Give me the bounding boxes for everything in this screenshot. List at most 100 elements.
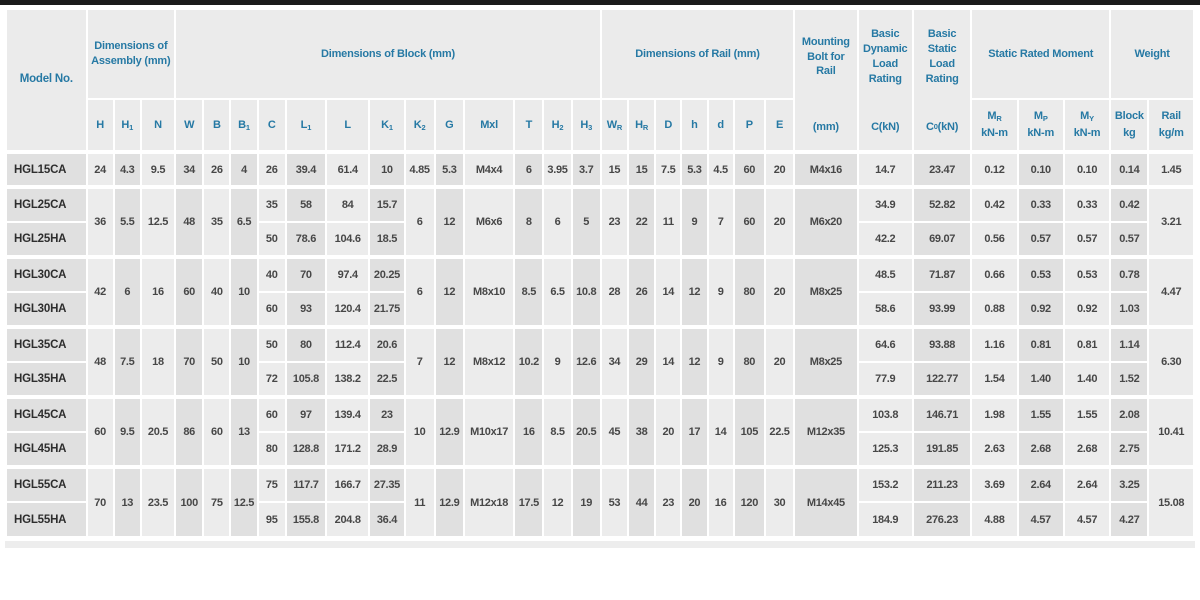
column-header-moment: MR kN-m: [970, 98, 1019, 153]
column-header-dimension: E: [763, 98, 796, 153]
spec-sheet-page: Model No. Dimensions of Assembly (mm) Dime…: [0, 5, 1200, 548]
data-cell: 0.14: [1109, 150, 1150, 188]
data-cell: 80: [256, 431, 287, 468]
data-cell: 28.9: [368, 431, 406, 468]
table-row: HGL30HA 60 93 120.4 21.75 58.6 93.99 0.88 0.92 0.…: [5, 291, 1194, 328]
data-cell: 97.4: [325, 255, 371, 293]
data-cell: 2.64: [1062, 465, 1112, 503]
data-cell: 0.33: [1062, 185, 1112, 223]
data-cell: M10x17: [462, 395, 516, 468]
data-cell: 23.5: [139, 465, 177, 538]
data-cell: 80: [732, 325, 766, 398]
data-cell: 103.8: [856, 395, 914, 433]
data-cell: 1.52: [1109, 361, 1150, 398]
data-cell: 0.10: [1062, 150, 1112, 188]
data-cell: 24: [85, 150, 115, 188]
data-cell: 0.33: [1016, 185, 1065, 223]
column-group-header: Dimensions of Block (mm): [174, 7, 602, 101]
data-cell: 4.3: [112, 150, 142, 188]
data-cell: 0.12: [970, 150, 1019, 188]
data-cell: 10: [229, 255, 259, 328]
data-cell: 35: [202, 185, 232, 258]
data-cell: 20.5: [139, 395, 177, 468]
data-cell: 0.81: [1062, 325, 1112, 363]
data-cell: 6: [542, 185, 573, 258]
data-cell: M6x6: [462, 185, 516, 258]
column-header-dimension: H3: [570, 98, 602, 153]
data-cell: 75: [202, 465, 232, 538]
data-cell: 36.4: [368, 501, 406, 538]
data-cell: 52.82: [911, 185, 973, 223]
column-header-weight: Rail kg/m: [1147, 98, 1195, 153]
data-cell: 125.3: [856, 431, 914, 468]
model-cell: HGL45CA: [5, 395, 88, 433]
data-cell: 1.40: [1016, 361, 1065, 398]
rail-weight-cell: 15.08: [1147, 465, 1195, 538]
data-cell: 14: [706, 395, 735, 468]
bolt-cell: M8x25: [793, 325, 859, 398]
table-row: HGL45HA 80 128.8 171.2 28.9 125.3 191.85 2.63 2.…: [5, 431, 1194, 468]
data-cell: 60: [202, 395, 232, 468]
data-cell: 20.5: [570, 395, 602, 468]
data-cell: 20: [654, 395, 683, 468]
data-cell: 7.5: [654, 150, 683, 188]
data-cell: 4.88: [970, 501, 1019, 538]
data-cell: M8x10: [462, 255, 516, 328]
data-cell: 93.88: [911, 325, 973, 363]
data-cell: 6: [513, 150, 545, 188]
data-cell: 1.55: [1062, 395, 1112, 433]
data-cell: 36: [85, 185, 115, 258]
column-header-dimension: D: [654, 98, 683, 153]
data-cell: 16: [139, 255, 177, 328]
column-header-dimension: B: [202, 98, 232, 153]
data-cell: 7: [706, 185, 735, 258]
data-cell: 104.6: [325, 221, 371, 258]
data-cell: 1.16: [970, 325, 1019, 363]
data-cell: 14: [654, 255, 683, 328]
data-cell: 42.2: [856, 221, 914, 258]
data-cell: 22: [626, 185, 657, 258]
table-row: HGL55HA 95 155.8 204.8 36.4 184.9 276.23 4.88 4.…: [5, 501, 1194, 538]
data-cell: 14.7: [856, 150, 914, 188]
data-cell: 0.92: [1062, 291, 1112, 328]
data-cell: 20: [763, 325, 796, 398]
data-cell: 184.9: [856, 501, 914, 538]
data-cell: 10: [368, 150, 406, 188]
data-cell: 8.5: [542, 395, 573, 468]
data-cell: 45: [599, 395, 630, 468]
table-row: HGL35CA 48 7.5 18 70 50 10 50 80 112.4 20.6 7 12 M8x1…: [5, 325, 1195, 398]
column-header-dimension: H2: [542, 98, 573, 153]
data-cell: 117.7: [284, 465, 328, 503]
data-cell: 12: [433, 185, 465, 258]
column-header-stacked: Basic Static Load Rating C 0 (kN): [911, 8, 973, 153]
column-header-dimension: K2: [403, 98, 436, 153]
data-cell: 0.57: [1062, 221, 1112, 258]
column-header-dimension: B1: [229, 98, 259, 153]
data-cell: 38: [626, 395, 657, 468]
column-header-dimension: H: [85, 98, 115, 153]
data-cell: 84: [325, 185, 371, 223]
data-cell: 60: [174, 255, 205, 328]
data-cell: 2.68: [1062, 431, 1112, 468]
model-cell: HGL15CA: [5, 150, 88, 188]
data-cell: 6.5: [229, 185, 259, 258]
data-cell: 4.27: [1109, 501, 1150, 538]
data-cell: 6: [403, 185, 436, 258]
data-cell: 80: [732, 255, 766, 328]
data-cell: 61.4: [325, 150, 371, 188]
data-cell: 75: [256, 465, 287, 503]
data-cell: 8: [513, 185, 545, 258]
table-row: HGL25CA 36 5.5 12.5 48 35 6.5 35 58 84 15.7 6 12 M6x6…: [5, 185, 1195, 258]
data-cell: 17: [680, 395, 709, 468]
data-cell: 0.42: [1109, 185, 1150, 223]
data-cell: 155.8: [284, 501, 328, 538]
data-cell: 64.6: [856, 325, 914, 363]
data-cell: 10.8: [570, 255, 602, 328]
data-cell: 60: [256, 291, 287, 328]
rail-weight-cell: 1.45: [1147, 150, 1195, 188]
data-cell: 6: [403, 255, 436, 328]
data-cell: 204.8: [325, 501, 371, 538]
data-cell: 58.6: [856, 291, 914, 328]
data-cell: 40: [202, 255, 232, 328]
table-row: HGL30CA 42 6 16 60 40 10 40 70 97.4 20.25 6 12 M8x10 8…: [5, 255, 1195, 328]
